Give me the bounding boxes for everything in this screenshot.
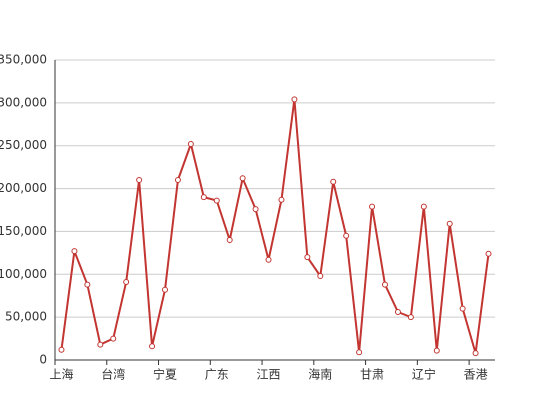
point xyxy=(394,309,401,315)
point xyxy=(420,203,427,210)
point xyxy=(149,343,156,350)
point xyxy=(58,346,65,353)
x-tick-label: 上海 xyxy=(49,367,73,382)
point xyxy=(485,250,492,257)
point xyxy=(97,341,104,348)
x-tick-label: 广东 xyxy=(205,368,229,382)
point xyxy=(459,305,466,312)
point xyxy=(226,237,233,243)
y-tick-label: 350,000 xyxy=(0,53,47,67)
point xyxy=(356,349,363,356)
point xyxy=(187,141,194,147)
point xyxy=(343,232,350,239)
point xyxy=(136,177,143,183)
point xyxy=(382,281,388,288)
x-tick-label: 香港 xyxy=(464,368,488,382)
x-tick-label: 宁夏 xyxy=(153,367,177,382)
y-tick-label: 200,000 xyxy=(0,181,47,195)
point xyxy=(330,178,337,185)
x-tick-label: 海南 xyxy=(308,367,332,382)
y-tick-label: 250,000 xyxy=(0,138,47,152)
point xyxy=(317,273,324,279)
y-tick-label: 0 xyxy=(39,353,47,367)
y-tick-label: 150,000 xyxy=(0,224,47,238)
x-tick-label: 台湾 xyxy=(101,367,125,382)
point xyxy=(84,281,91,288)
y-tick-label: 300,000 xyxy=(0,95,47,109)
point xyxy=(123,279,130,285)
x-tick-label: 甘肃 xyxy=(360,368,384,382)
point xyxy=(291,96,298,103)
point xyxy=(304,254,311,261)
point xyxy=(252,206,259,213)
y-tick-label: 100,000 xyxy=(0,267,47,281)
point xyxy=(265,256,272,263)
line xyxy=(60,99,490,354)
point xyxy=(200,194,207,201)
x-tick-label: 江西 xyxy=(257,368,281,382)
point xyxy=(278,196,285,203)
x-tick-label: 辽宁 xyxy=(412,367,436,382)
point xyxy=(433,347,440,354)
point xyxy=(162,286,168,293)
point xyxy=(213,197,220,204)
point xyxy=(472,350,479,357)
point xyxy=(110,335,117,342)
point xyxy=(239,175,246,182)
point xyxy=(446,220,453,227)
point xyxy=(71,248,78,255)
point xyxy=(369,203,376,210)
y-tick-label: 50,000 xyxy=(5,310,47,324)
point xyxy=(174,177,181,183)
point xyxy=(407,314,414,321)
